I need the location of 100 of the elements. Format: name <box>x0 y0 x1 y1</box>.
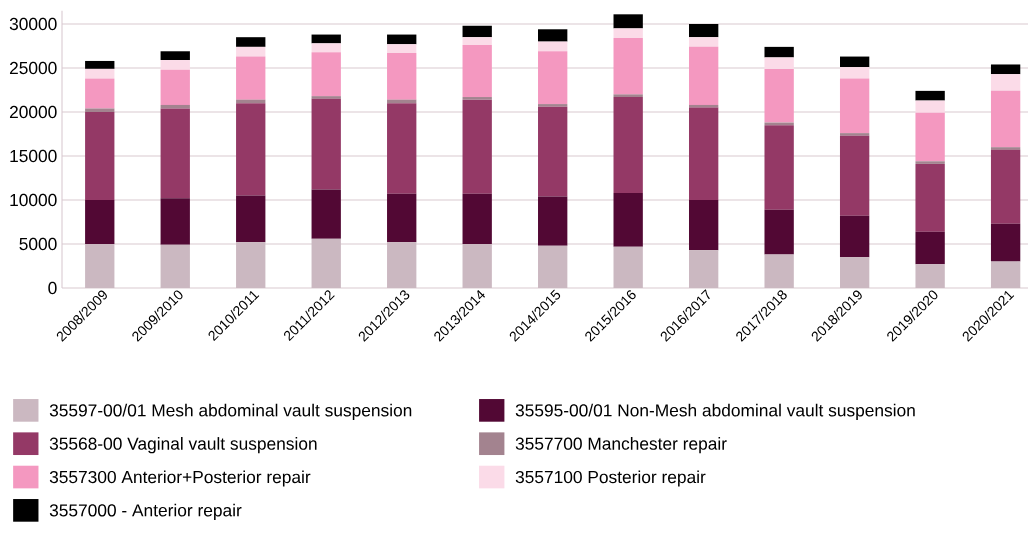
bar <box>538 245 568 289</box>
bar <box>160 69 190 106</box>
bar <box>538 51 568 105</box>
bar <box>462 45 492 98</box>
bar <box>839 67 870 79</box>
bar <box>613 97 643 194</box>
bar <box>613 28 643 39</box>
y-tick-label: 5000 <box>19 238 57 251</box>
bar <box>839 56 870 68</box>
bar <box>236 195 266 243</box>
bar <box>990 91 1021 148</box>
bar <box>990 223 1021 262</box>
legend-label: 3557300 Anterior+Posterior repair <box>49 470 311 487</box>
bar <box>160 245 190 289</box>
bar <box>613 246 643 289</box>
bar <box>689 37 719 48</box>
bar <box>538 106 568 197</box>
y-tick-label: 30000 <box>9 18 57 31</box>
bar <box>613 94 643 98</box>
bar <box>915 264 945 289</box>
bar <box>839 216 870 258</box>
bar <box>839 78 870 134</box>
bar <box>85 244 115 289</box>
bar <box>236 242 266 289</box>
bar <box>689 250 719 289</box>
bar <box>689 107 719 201</box>
legend-label: 3557000 - Anterior repair <box>49 503 242 521</box>
bar <box>764 209 794 255</box>
bar <box>160 60 190 70</box>
bar <box>462 97 492 100</box>
legend-label: 35568-00 Vaginal vault suspension <box>49 437 317 454</box>
bar <box>689 24 719 38</box>
bar <box>839 133 870 136</box>
bar <box>85 61 115 70</box>
bar <box>915 113 945 162</box>
bar <box>311 189 341 239</box>
legend-label: 35595-00/01 Non-Mesh abdominal vault suspension <box>515 403 915 421</box>
legend-label: 3557100 Posterior repair <box>515 470 706 487</box>
bar <box>311 238 341 289</box>
bar <box>311 98 341 190</box>
bar <box>236 47 266 57</box>
bar <box>85 112 115 201</box>
bar <box>764 125 794 210</box>
y-tick-label: 20000 <box>9 106 57 119</box>
bar <box>387 103 417 195</box>
bar <box>160 108 190 199</box>
bar <box>462 194 492 245</box>
bar <box>311 34 341 44</box>
bar <box>990 74 1021 92</box>
bar <box>839 257 870 289</box>
y-tick-label: 25000 <box>9 62 57 75</box>
bar <box>160 198 190 246</box>
y-tick-label: 15000 <box>10 150 57 163</box>
bar <box>462 244 492 289</box>
bar <box>387 242 417 289</box>
bar <box>462 99 492 195</box>
bar <box>613 193 643 247</box>
bar <box>689 47 719 106</box>
bar <box>915 231 945 265</box>
bar <box>160 51 190 61</box>
bar <box>462 25 492 38</box>
bar <box>915 100 945 114</box>
bar <box>387 194 417 243</box>
bar <box>387 53 417 100</box>
bar <box>538 41 568 52</box>
bar <box>85 200 115 245</box>
bar <box>236 37 266 48</box>
bar <box>311 96 341 99</box>
bar <box>462 37 492 46</box>
bar <box>990 147 1021 150</box>
bar <box>311 52 341 97</box>
bar <box>85 108 115 113</box>
bar <box>311 43 341 53</box>
bar <box>764 69 794 123</box>
bar <box>689 105 719 108</box>
bar <box>764 57 794 70</box>
bar <box>915 91 945 101</box>
bar <box>990 261 1021 289</box>
bar <box>613 14 643 29</box>
bar <box>990 64 1021 75</box>
y-tick-label: 0 <box>48 282 57 295</box>
bar <box>990 150 1021 224</box>
bar <box>538 104 568 107</box>
bar <box>915 164 945 232</box>
bar <box>689 200 719 251</box>
bar <box>236 103 266 196</box>
bar <box>85 69 115 79</box>
bar <box>387 44 417 54</box>
bar <box>85 78 115 109</box>
bar <box>764 47 794 58</box>
bar <box>613 38 643 95</box>
bar <box>538 196 568 246</box>
legend-label: 3557700 Manchester repair <box>515 437 727 454</box>
y-tick-label: 10000 <box>10 194 57 207</box>
bar <box>387 34 417 45</box>
bar <box>236 56 266 100</box>
legend-label: 35597-00/01 Mesh abdominal vault suspension <box>49 403 412 421</box>
bar <box>538 29 568 42</box>
bar <box>764 254 794 289</box>
bar <box>915 161 945 165</box>
